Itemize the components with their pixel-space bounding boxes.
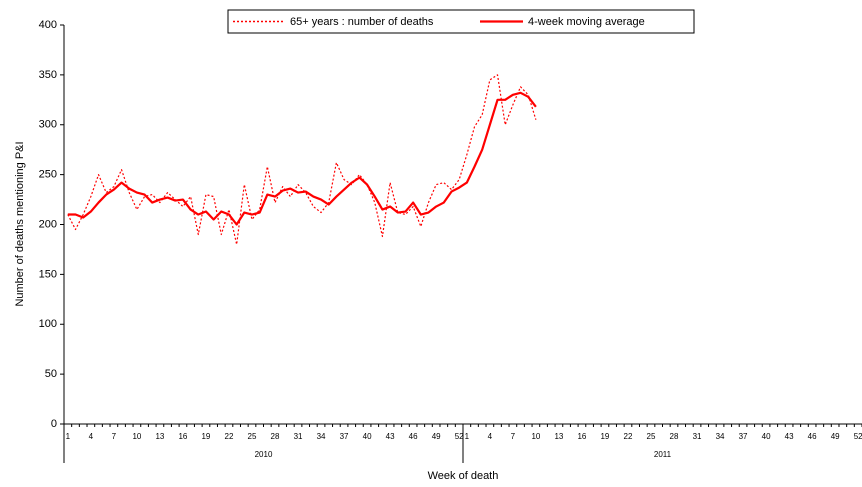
y-tick-label: 150 [39,268,57,280]
x-tick-label: 1 [465,432,470,441]
x-tick-label: 37 [340,432,349,441]
x-tick-label: 40 [762,432,771,441]
x-tick-label: 4 [89,432,94,441]
legend-label: 65+ years : number of deaths [290,16,434,28]
x-tick-label: 22 [624,432,633,441]
x-tick-label: 28 [670,432,679,441]
x-tick-label: 34 [716,432,725,441]
x-tick-label: 25 [248,432,257,441]
group-label: 2010 [255,450,273,459]
legend-box [227,9,695,34]
y-tick-label: 250 [39,169,57,181]
x-tick-label: 31 [294,432,303,441]
x-tick-label: 46 [808,432,817,441]
y-tick-label: 300 [39,119,57,131]
x-tick-label: 46 [409,432,418,441]
x-tick-label: 52 [854,432,862,441]
y-tick-label: 200 [39,218,57,230]
x-tick-label: 13 [554,432,563,441]
x-tick-label: 52 [455,432,464,441]
y-tick-label: 100 [39,318,57,330]
y-tick-label: 50 [45,368,57,380]
y-axis-label: Number of deaths mentioning P&I [14,141,26,306]
y-tick-label: 400 [39,19,57,31]
x-tick-label: 16 [577,432,586,441]
x-tick-label: 28 [271,432,280,441]
legend-label: 4-week moving average [528,16,645,28]
series-line [67,91,537,226]
y-tick-label: 0 [51,418,57,430]
x-axis-label: Week of death [428,470,499,482]
x-tick-label: 40 [363,432,372,441]
x-tick-label: 19 [201,432,210,441]
x-tick-label: 16 [178,432,187,441]
y-tick-label: 350 [39,69,57,81]
x-tick-label: 19 [600,432,609,441]
x-tick-label: 7 [112,432,117,441]
x-tick-label: 31 [693,432,702,441]
x-tick-label: 43 [386,432,395,441]
x-tick-label: 25 [647,432,656,441]
x-tick-label: 34 [317,432,326,441]
x-tick-label: 1 [66,432,71,441]
x-tick-label: 7 [511,432,516,441]
x-tick-label: 13 [155,432,164,441]
group-label: 2011 [654,450,672,459]
x-tick-label: 37 [739,432,748,441]
x-tick-label: 4 [488,432,493,441]
series-line [67,74,537,246]
x-tick-label: 10 [132,432,141,441]
x-tick-label: 10 [531,432,540,441]
x-tick-label: 22 [225,432,234,441]
x-tick-label: 49 [432,432,441,441]
x-tick-label: 43 [785,432,794,441]
x-tick-label: 49 [831,432,840,441]
